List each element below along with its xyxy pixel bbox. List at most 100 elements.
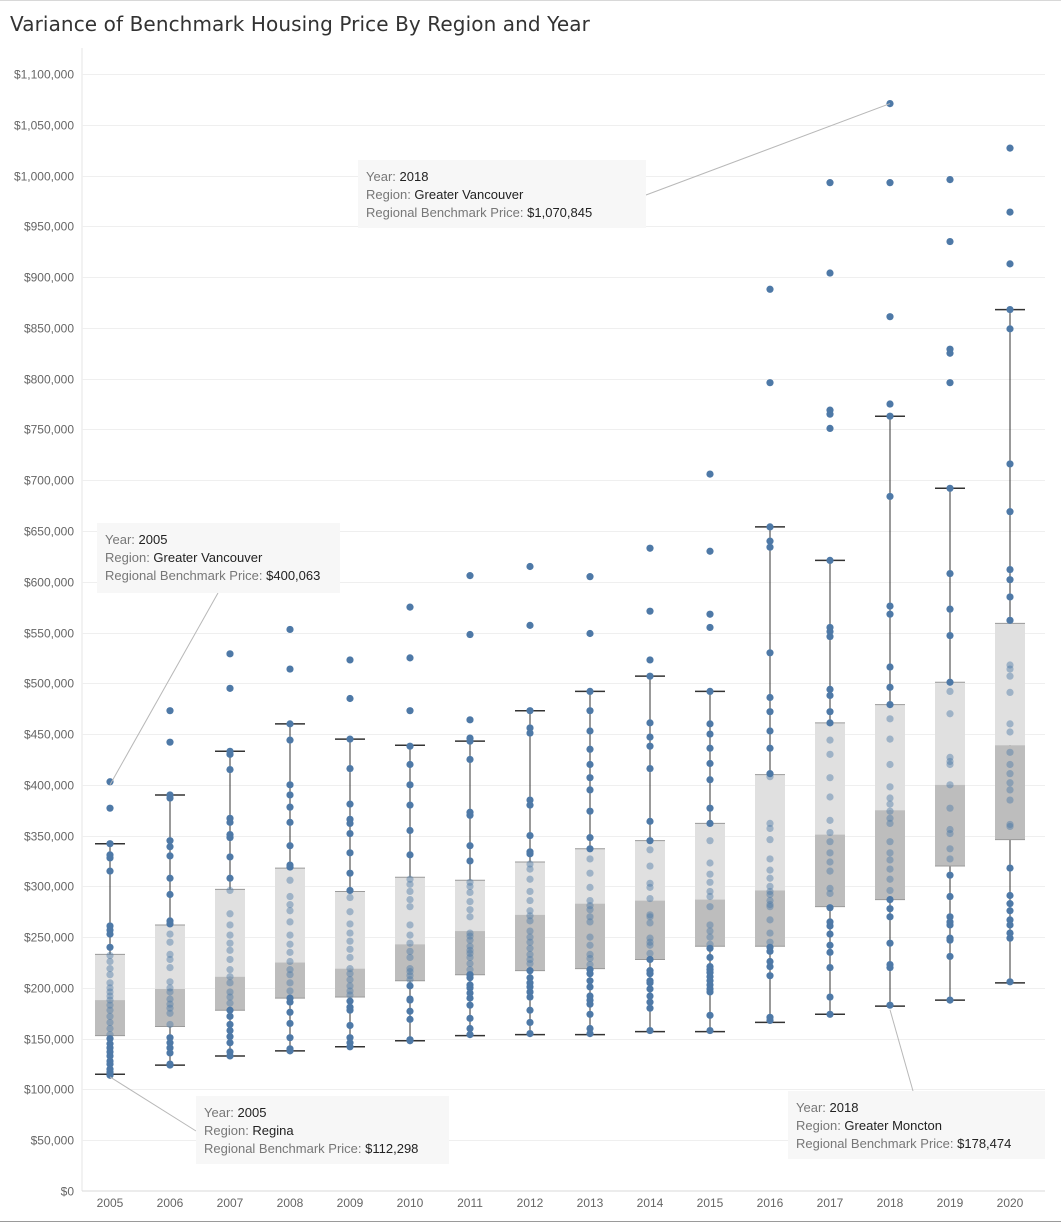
data-point	[886, 760, 894, 769]
data-point	[346, 997, 354, 1005]
data-point	[226, 818, 234, 826]
data-point	[346, 987, 354, 995]
data-point	[226, 750, 234, 758]
data-point	[766, 379, 774, 387]
data-point	[586, 954, 594, 963]
data-point	[106, 984, 114, 992]
data-point	[646, 992, 654, 1000]
data-point	[466, 913, 474, 921]
x-tick-label: 2009	[337, 1196, 364, 1210]
annotation-line: Regional Benchmark Price: $1,070,845	[366, 205, 592, 220]
data-point	[646, 911, 654, 919]
data-point	[226, 1039, 234, 1047]
x-tick-label: 2019	[937, 1196, 964, 1210]
data-point	[826, 948, 834, 956]
data-point	[406, 903, 414, 911]
data-point	[286, 971, 294, 979]
data-point	[406, 895, 414, 904]
data-point	[106, 840, 114, 848]
box-upper	[755, 774, 785, 891]
data-point	[466, 716, 474, 724]
data-point	[406, 976, 414, 984]
data-point	[106, 979, 114, 987]
box-upper	[575, 848, 605, 904]
data-point	[106, 1001, 114, 1009]
tooltip-annotation: Year: 2018 Region: Greater Moncton Regiona…	[788, 1009, 1045, 1159]
annotation-value: 2005	[238, 1105, 267, 1120]
data-point	[1006, 672, 1014, 680]
data-point	[886, 602, 894, 610]
data-point	[166, 938, 174, 946]
data-point	[1006, 661, 1014, 669]
y-tick-label: $300,000	[24, 880, 74, 894]
data-point	[166, 964, 174, 972]
data-point	[166, 794, 174, 802]
annotation-key: Region:	[366, 187, 414, 202]
data-point	[526, 950, 534, 958]
data-point	[226, 1012, 234, 1020]
data-point	[646, 672, 654, 680]
annotation-leader-line	[645, 103, 891, 196]
data-point	[406, 880, 414, 888]
data-point	[706, 687, 714, 695]
annotation-value: $400,063	[266, 568, 320, 583]
data-point	[466, 953, 474, 962]
data-point	[706, 819, 714, 828]
data-point	[226, 955, 234, 964]
data-point	[946, 913, 954, 921]
data-point	[826, 1010, 834, 1018]
data-point	[286, 863, 294, 871]
data-point	[346, 908, 354, 916]
annotation-line: Region: Regina	[204, 1123, 294, 1138]
data-point	[286, 966, 294, 974]
data-point	[346, 937, 354, 945]
y-tick-label: $0	[61, 1185, 75, 1199]
data-point	[106, 943, 114, 951]
box-2010	[395, 744, 425, 1042]
data-point	[646, 955, 654, 964]
data-point	[346, 991, 354, 999]
y-tick-label: $100,000	[24, 1083, 74, 1097]
data-point	[826, 941, 834, 949]
data-point	[226, 988, 234, 996]
data-point	[1006, 900, 1014, 908]
data-point	[166, 1000, 174, 1008]
data-point	[226, 979, 234, 987]
data-point	[886, 964, 894, 972]
y-tick-label: $600,000	[24, 576, 74, 590]
data-point	[346, 953, 354, 962]
y-tick-label: $500,000	[24, 677, 74, 691]
data-point	[886, 849, 894, 857]
data-point	[646, 1026, 654, 1035]
data-point	[526, 896, 534, 905]
data-point	[886, 913, 894, 921]
data-point	[646, 656, 654, 664]
data-point	[586, 977, 594, 985]
data-point	[586, 845, 594, 853]
data-point	[346, 893, 354, 902]
data-point	[826, 993, 834, 1001]
y-tick-label: $1,050,000	[14, 119, 74, 133]
data-point	[466, 936, 474, 944]
data-point	[166, 955, 174, 964]
box-upper	[935, 682, 965, 785]
y-tick-label: $150,000	[24, 1033, 74, 1047]
data-point	[706, 776, 714, 784]
data-point	[526, 938, 534, 946]
data-point	[826, 269, 834, 277]
data-point	[466, 984, 474, 992]
data-point	[286, 1047, 294, 1055]
data-point	[466, 842, 474, 850]
data-point	[646, 719, 654, 727]
data-point	[526, 933, 534, 941]
data-point	[406, 947, 414, 955]
box-lower	[935, 784, 965, 867]
data-point	[586, 941, 594, 949]
data-point	[286, 940, 294, 948]
data-point	[466, 1001, 474, 1009]
data-point	[766, 896, 774, 905]
y-tick-label: $1,100,000	[14, 68, 74, 82]
data-point	[646, 894, 654, 903]
data-point	[106, 804, 114, 812]
data-point	[946, 379, 954, 387]
